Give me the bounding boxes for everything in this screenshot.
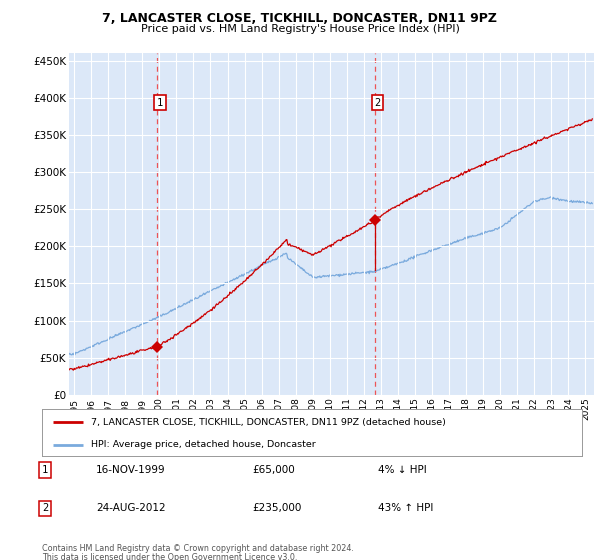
Text: £65,000: £65,000 [252, 465, 295, 475]
Text: 24-AUG-2012: 24-AUG-2012 [96, 503, 166, 514]
Text: HPI: Average price, detached house, Doncaster: HPI: Average price, detached house, Donc… [91, 440, 316, 449]
Text: 1: 1 [157, 98, 163, 108]
Text: This data is licensed under the Open Government Licence v3.0.: This data is licensed under the Open Gov… [42, 553, 298, 560]
Text: 7, LANCASTER CLOSE, TICKHILL, DONCASTER, DN11 9PZ (detached house): 7, LANCASTER CLOSE, TICKHILL, DONCASTER,… [91, 418, 445, 427]
Text: Price paid vs. HM Land Registry's House Price Index (HPI): Price paid vs. HM Land Registry's House … [140, 24, 460, 34]
Text: 1: 1 [42, 465, 48, 475]
Text: 7, LANCASTER CLOSE, TICKHILL, DONCASTER, DN11 9PZ: 7, LANCASTER CLOSE, TICKHILL, DONCASTER,… [103, 12, 497, 25]
Text: 16-NOV-1999: 16-NOV-1999 [96, 465, 166, 475]
Text: 2: 2 [374, 98, 380, 108]
Text: 2: 2 [42, 503, 48, 514]
Text: 43% ↑ HPI: 43% ↑ HPI [378, 503, 433, 514]
Text: Contains HM Land Registry data © Crown copyright and database right 2024.: Contains HM Land Registry data © Crown c… [42, 544, 354, 553]
Text: 4% ↓ HPI: 4% ↓ HPI [378, 465, 427, 475]
Text: £235,000: £235,000 [252, 503, 301, 514]
